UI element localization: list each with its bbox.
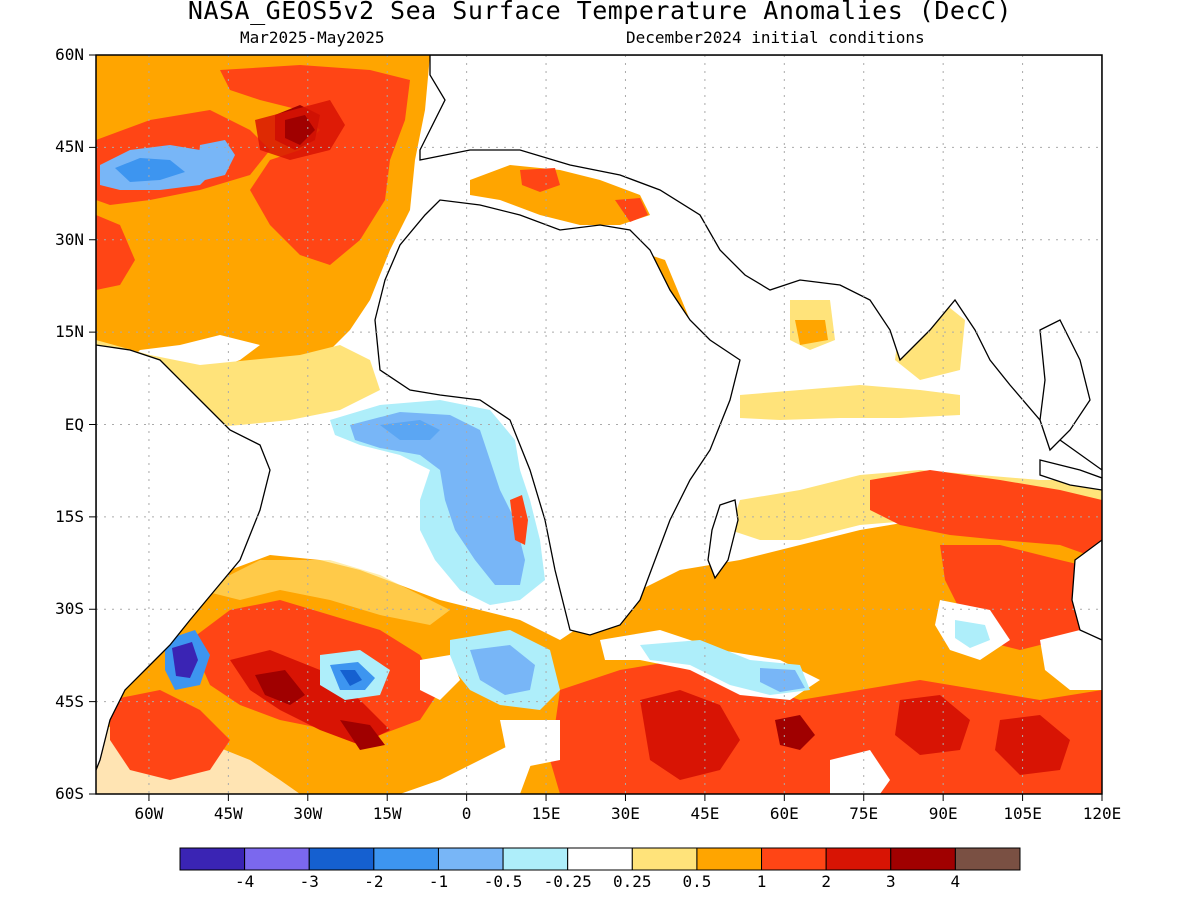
lon-tick-label: 0: [461, 804, 472, 823]
madagascar-land: [707, 499, 739, 580]
lat-tick-label: 60S: [55, 784, 84, 803]
colorbar-swatch: [567, 847, 633, 871]
colorbar-label: 0.5: [682, 872, 712, 891]
lon-tick-label: 15W: [372, 804, 402, 823]
lon-tick-label: 30E: [611, 804, 640, 823]
anomaly-fields: [96, 55, 1102, 794]
colorbar-label: -1: [428, 872, 449, 891]
south-america-land: [96, 344, 271, 771]
lon-tick-label: 75E: [849, 804, 879, 823]
colorbar-label: 2: [821, 872, 831, 891]
colorbar-label: -0.25: [543, 872, 592, 891]
lat-tick-label: 15S: [55, 506, 84, 526]
lat-tick-label: 60N: [55, 45, 84, 64]
colorbar-label: 0.25: [613, 872, 652, 891]
colorbar-label: 4: [950, 872, 961, 891]
initial-conditions: December2024 initial conditions: [626, 28, 925, 47]
colorbar-swatch: [890, 847, 956, 871]
colorbar-label: -4: [234, 872, 255, 891]
lat-lon-grid: [96, 55, 1102, 794]
colorbar-swatch: [761, 847, 827, 871]
lon-tick-label: 45W: [213, 804, 243, 823]
colorbar-label: -2: [364, 872, 384, 891]
colorbar: [179, 847, 1021, 871]
colorbar-swatch: [373, 847, 439, 871]
colorbar-swatch: [825, 847, 892, 871]
colorbar-swatch: [244, 847, 310, 871]
lat-tick-label: EQ: [64, 414, 84, 434]
colorbar-label: 1: [756, 872, 767, 891]
lat-tick-label: 30N: [55, 229, 84, 249]
lon-tick-label: 105E: [1003, 804, 1042, 823]
map-title: NASA_GEOS5v2 Sea Surface Temperature Ano…: [187, 0, 1013, 25]
australia-land: [1071, 539, 1102, 641]
southeast-asia-land: [1039, 319, 1091, 452]
lon-tick-label: 45E: [690, 804, 720, 823]
lat-tick-label: 30S: [55, 599, 84, 619]
lon-tick-label: 15E: [531, 804, 561, 823]
land-masses: [96, 55, 1102, 771]
colorbar-label: -3: [299, 872, 319, 891]
colorbar-swatch: [308, 847, 375, 871]
indonesia-land: [1039, 459, 1102, 491]
colorbar-swatch: [696, 847, 763, 871]
colorbar-label: -0.5: [483, 872, 523, 891]
lon-tick-label: 60E: [769, 804, 799, 823]
colorbar-swatch: [502, 847, 569, 871]
axis-ticks: [89, 54, 1103, 801]
colorbar-label: 3: [885, 872, 896, 891]
lon-tick-label: 30W: [293, 804, 323, 823]
colorbar-swatch: [631, 847, 698, 871]
lat-tick-label: 15N: [55, 322, 84, 342]
lon-tick-label: 120E: [1082, 804, 1122, 823]
africa-land: [374, 55, 1102, 636]
lon-tick-label: 60W: [134, 804, 164, 823]
colorbar-swatch: [179, 847, 246, 871]
lat-tick-label: 45N: [55, 137, 84, 157]
colorbar-swatch: [954, 847, 1021, 871]
forecast-period: Mar2025-May2025: [240, 28, 385, 47]
lon-tick-label: 90E: [928, 804, 958, 823]
colorbar-swatch: [437, 847, 504, 871]
lat-tick-label: 45S: [55, 691, 84, 711]
